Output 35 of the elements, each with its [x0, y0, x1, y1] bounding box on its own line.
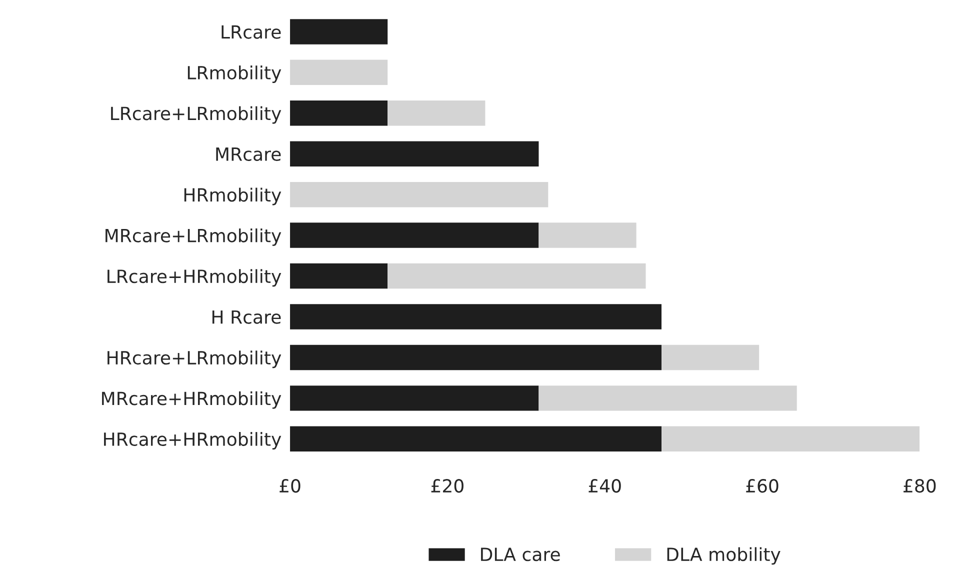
y-tick-label: MRcare+LRmobility — [106, 228, 282, 246]
bar — [538, 222, 636, 248]
y-tick-label: MRcare+HRmobility — [102, 391, 282, 409]
y-tick-label: HRmobility — [184, 188, 282, 206]
bar — [662, 426, 920, 452]
y-tick-label: MRcare — [216, 148, 281, 161]
x-tick-label: £20 — [431, 479, 464, 493]
legend-label: DLA mobility — [667, 547, 780, 565]
bar — [290, 426, 662, 452]
y-tick-label: HRcare+HRmobility — [104, 432, 282, 450]
x-tick-label: £0 — [280, 479, 300, 493]
bar — [290, 60, 388, 86]
y-tick-label: LRcare+LRmobility — [111, 106, 282, 124]
x-tick-label: £40 — [588, 479, 621, 493]
x-tick-label: £80 — [904, 479, 936, 493]
bar — [290, 19, 388, 44]
legend-label: DLA care — [481, 548, 560, 562]
x-tick-label: £60 — [746, 479, 778, 493]
y-tick-label: H Rcare — [212, 310, 281, 324]
bar — [388, 100, 486, 126]
bar — [290, 263, 388, 289]
y-tick-label: LRcare+HRmobility — [108, 269, 282, 287]
bar — [290, 100, 388, 126]
bar — [290, 182, 548, 208]
y-tick-label: LRmobility — [188, 66, 282, 84]
bar — [290, 344, 662, 370]
bar — [290, 386, 539, 411]
y-tick-label: HRcare+LRmobility — [108, 350, 282, 368]
bar — [290, 222, 539, 248]
bar — [388, 263, 646, 289]
bar — [290, 141, 539, 166]
bar — [538, 386, 797, 411]
bar — [290, 304, 662, 330]
bar — [662, 344, 760, 370]
y-tick-label: LRcare — [222, 25, 281, 39]
